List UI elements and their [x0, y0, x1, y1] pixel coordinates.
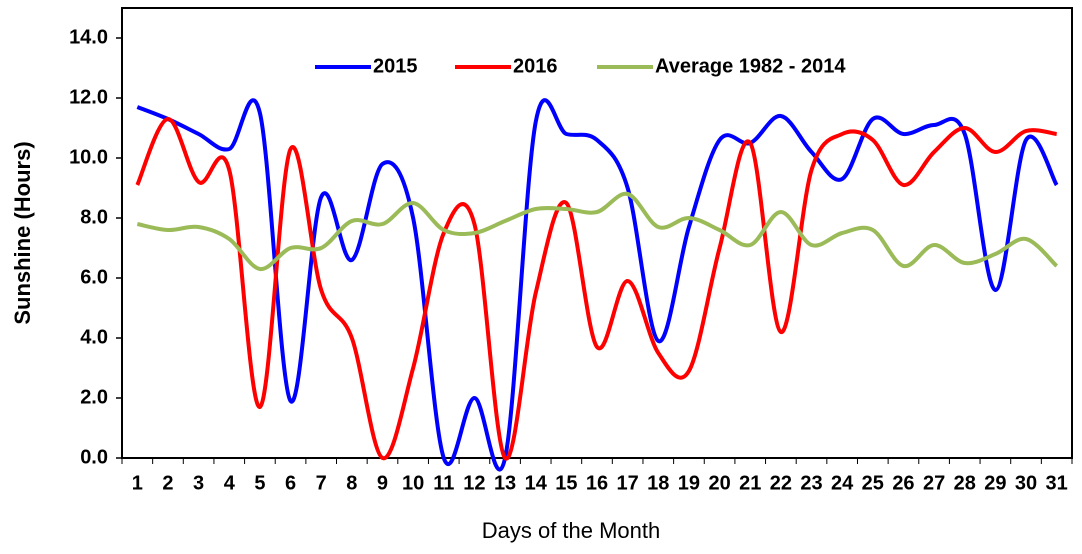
x-tick-label: 28 — [954, 472, 976, 494]
x-tick-label: 15 — [555, 472, 577, 494]
x-tick-label: 2 — [162, 472, 173, 494]
x-tick-label: 19 — [678, 472, 700, 494]
y-tick-label: 14.0 — [69, 26, 108, 48]
x-tick-label: 20 — [708, 472, 730, 494]
y-tick-label: 2.0 — [80, 386, 108, 408]
x-tick-label: 24 — [831, 472, 854, 494]
legend-label: 2016 — [513, 55, 558, 77]
x-tick-label: 12 — [463, 472, 485, 494]
y-tick-label: 0.0 — [80, 446, 108, 468]
series-line — [136, 98, 1059, 472]
series-line — [135, 117, 1057, 461]
x-tick-label: 9 — [377, 472, 388, 494]
legend-label: 2015 — [373, 55, 418, 77]
x-tick-label: 5 — [254, 472, 265, 494]
x-tick-label: 17 — [617, 472, 639, 494]
y-tick-label: 10.0 — [69, 146, 108, 168]
x-tick-label: 14 — [525, 472, 548, 494]
plot-area — [121, 7, 1073, 459]
x-axis-label: Days of the Month — [482, 518, 661, 543]
x-tick-label: 3 — [193, 472, 204, 494]
x-tick-label: 25 — [862, 472, 884, 494]
x-tick-label: 11 — [433, 472, 454, 494]
x-tick-label: 18 — [647, 472, 669, 494]
x-tick-label: 7 — [316, 472, 327, 494]
x-tick-label: 29 — [984, 472, 1006, 494]
x-tick-label: 10 — [402, 472, 424, 494]
x-tick-label: 4 — [224, 472, 236, 494]
x-tick-label: 26 — [892, 472, 914, 494]
x-tick-label: 1 — [132, 472, 143, 494]
x-tick-label: 13 — [494, 472, 516, 494]
x-tick-label: 16 — [586, 472, 608, 494]
x-tick-label: 31 — [1046, 472, 1068, 494]
x-tick-label: 22 — [770, 472, 792, 494]
y-tick-label: 6.0 — [80, 266, 108, 288]
series-line — [136, 191, 1059, 271]
x-tick-label: 6 — [285, 472, 296, 494]
x-tick-label: 30 — [1015, 472, 1037, 494]
x-tick-label: 21 — [739, 472, 761, 494]
legend-label: Average 1982 - 2014 — [655, 55, 846, 77]
y-tick-label: 12.0 — [69, 86, 108, 108]
x-tick-label: 27 — [923, 472, 945, 494]
x-tick-label: 8 — [346, 472, 357, 494]
y-axis-label: Sunshine (Hours) — [10, 141, 35, 324]
y-tick-label: 4.0 — [80, 326, 108, 348]
x-tick-label: 23 — [800, 472, 822, 494]
y-tick-label: 8.0 — [80, 206, 108, 228]
